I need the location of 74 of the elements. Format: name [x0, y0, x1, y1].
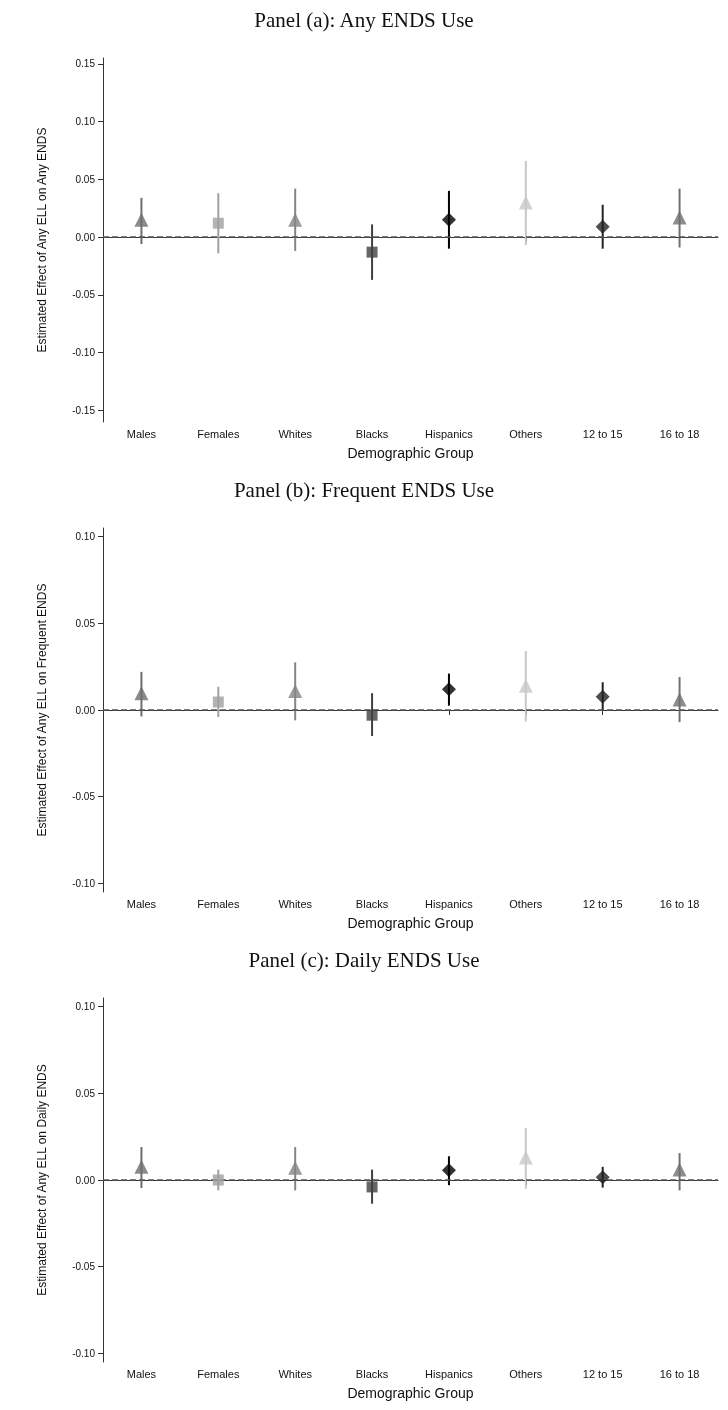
point: [595, 219, 610, 234]
point: [212, 696, 224, 708]
point: [672, 692, 687, 707]
y-axis-title: Estimated Effect of Any ELL on Frequent ENDS: [35, 583, 49, 837]
point: [441, 682, 456, 697]
x-tick-label: 12 to 15: [582, 897, 623, 910]
x-tick-label: Hispanics: [425, 897, 474, 910]
point: [134, 1159, 149, 1174]
y-tick-label: 0.05: [75, 173, 96, 185]
x-tick-label: Females: [197, 427, 240, 440]
x-tick-label: 16 to 18: [659, 897, 700, 910]
y-tick-label: -0.05: [72, 791, 96, 803]
point: [518, 195, 533, 210]
point: [441, 1163, 456, 1178]
point: [518, 678, 533, 693]
chart-title: Panel (c): Daily ENDS Use: [248, 947, 480, 972]
point: [288, 1160, 303, 1175]
point: [212, 217, 224, 229]
point: [672, 210, 687, 225]
x-tick-label: Others: [509, 897, 543, 910]
y-tick-label: -0.05: [72, 289, 96, 301]
point: [366, 1181, 378, 1193]
point: [595, 689, 610, 704]
point: [366, 246, 378, 258]
point: [366, 709, 378, 721]
x-tick-label: Others: [509, 1367, 543, 1380]
point: [595, 1170, 610, 1185]
x-axis-title: Demographic Group: [347, 1385, 474, 1401]
x-tick-label: 16 to 18: [659, 427, 700, 440]
chart-title: Panel (b): Frequent ENDS Use: [233, 477, 495, 502]
x-tick-label: Blacks: [355, 427, 389, 440]
x-tick-label: 12 to 15: [582, 1367, 623, 1380]
y-axis-title: Estimated Effect of Any ELL on Daily ENDS: [35, 1064, 49, 1296]
y-tick-label: -0.10: [72, 877, 96, 889]
point: [212, 1174, 224, 1186]
point: [518, 1150, 533, 1165]
y-tick-label: 0.00: [75, 231, 96, 243]
x-tick-label: 12 to 15: [582, 427, 623, 440]
x-tick-label: Hispanics: [425, 427, 474, 440]
y-axis-title: Estimated Effect of Any ELL on Any ENDS: [35, 127, 49, 353]
x-tick-label: Blacks: [355, 1367, 389, 1380]
y-tick-label: -0.10: [72, 347, 96, 359]
x-tick-label: Blacks: [355, 897, 389, 910]
point: [134, 686, 149, 701]
x-tick-label: Females: [197, 1367, 240, 1380]
x-tick-label: Whites: [278, 1367, 313, 1380]
y-tick-label: -0.10: [72, 1347, 96, 1359]
y-tick-label: 0.00: [75, 1174, 96, 1186]
x-tick-label: Males: [126, 897, 157, 910]
y-tick-label: -0.05: [72, 1261, 96, 1273]
point: [672, 1162, 687, 1177]
x-axis-title: Demographic Group: [347, 915, 474, 931]
y-tick-label: 0.05: [75, 617, 96, 629]
y-tick-label: 0.10: [75, 531, 96, 543]
point: [441, 212, 456, 227]
point: [288, 212, 303, 227]
point: [134, 212, 149, 227]
x-tick-label: 16 to 18: [659, 1367, 700, 1380]
y-tick-label: 0.10: [75, 1001, 96, 1013]
y-tick-label: 0.05: [75, 1087, 96, 1099]
x-tick-label: Whites: [278, 897, 313, 910]
y-tick-label: 0.15: [75, 58, 96, 70]
x-axis-title: Demographic Group: [347, 445, 474, 461]
chart-title: Panel (a): Any ENDS Use: [254, 7, 474, 32]
y-tick-label: -0.15: [72, 404, 96, 416]
x-tick-label: Males: [126, 427, 157, 440]
x-tick-label: Whites: [278, 427, 313, 440]
x-tick-label: Females: [197, 897, 240, 910]
x-tick-label: Males: [126, 1367, 157, 1380]
x-tick-label: Others: [509, 427, 543, 440]
point: [288, 683, 303, 698]
y-tick-label: 0.10: [75, 116, 96, 128]
x-tick-label: Hispanics: [425, 1367, 474, 1380]
y-tick-label: 0.00: [75, 704, 96, 716]
